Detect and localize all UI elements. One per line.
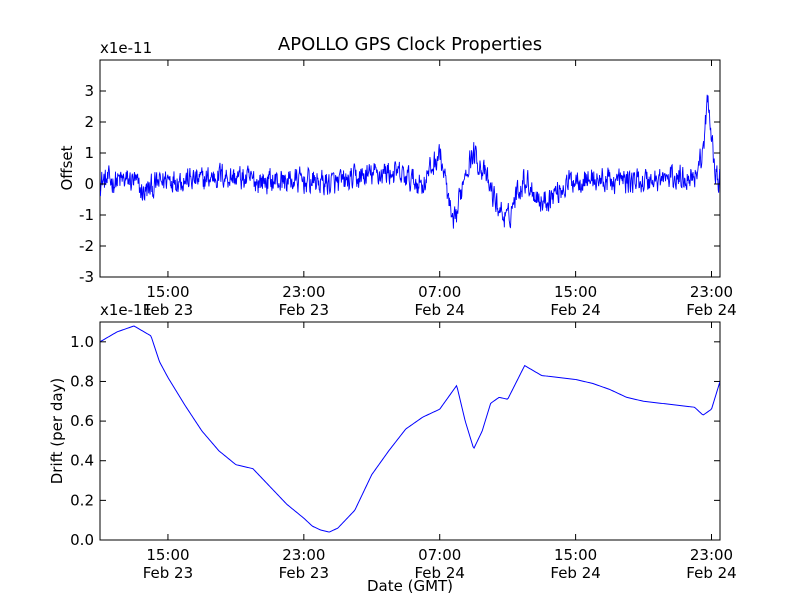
drift-xtick-date-label: Feb 24 [550, 564, 600, 582]
offset-ytick-label: 3 [84, 82, 94, 100]
drift-scale-label: x1e-11 [100, 301, 152, 319]
offset-xtick-date-label: Feb 23 [143, 301, 193, 319]
offset-ytick-label: 1 [84, 144, 94, 162]
drift-xtick-time-label: 23:00 [690, 546, 733, 564]
offset-xtick-time-label: 23:00 [690, 283, 733, 301]
drift-xtick-time-label: 23:00 [282, 546, 325, 564]
drift-ytick-label: 0.6 [70, 412, 94, 430]
drift-xtick-date-label: Feb 23 [143, 564, 193, 582]
offset-xtick-time-label: 15:00 [554, 283, 597, 301]
drift-ytick-label: 0.8 [70, 372, 94, 390]
drift-xtick-date-label: Feb 23 [279, 564, 329, 582]
drift-ytick-label: 1.0 [70, 333, 94, 351]
offset-ytick-label: -2 [79, 237, 94, 255]
drift-series-layer [100, 325, 720, 533]
offset-xtick-date-label: Feb 24 [550, 301, 600, 319]
drift-xtick-time-label: 15:00 [554, 546, 597, 564]
offset-xtick-time-label: 15:00 [146, 283, 189, 301]
offset-xtick-date-label: Feb 23 [279, 301, 329, 319]
offset-ytick-label: -1 [79, 206, 94, 224]
offset-xtick-time-label: 07:00 [418, 283, 461, 301]
offset-scale-label: x1e-11 [100, 39, 152, 57]
drift-xtick-time-label: 07:00 [418, 546, 461, 564]
drift-xtick-date-label: Feb 24 [686, 564, 736, 582]
drift-plot-frame [99, 321, 721, 541]
offset-series-layer [100, 94, 720, 229]
drift-y-axis-label: Drift (per day) [48, 378, 66, 485]
offset-series-line [100, 94, 720, 229]
drift-series-line [100, 325, 720, 533]
offset-ytick-label: 2 [84, 113, 94, 131]
x-axis-label: Date (GMT) [367, 577, 453, 595]
offset-xtick-time-label: 23:00 [282, 283, 325, 301]
drift-ytick-label: 0.0 [70, 531, 94, 549]
offset-plot-frame [99, 59, 721, 278]
chart-title: APOLLO GPS Clock Properties [278, 34, 542, 55]
offset-xtick-date-label: Feb 24 [415, 301, 465, 319]
offset-y-axis-label: Offset [58, 145, 76, 190]
offset-xtick-date-label: Feb 24 [686, 301, 736, 319]
drift-ytick-label: 0.4 [70, 452, 94, 470]
drift-ytick-label: 0.2 [70, 491, 94, 509]
offset-ytick-label: 0 [84, 175, 94, 193]
drift-xtick-date-label: Feb 24 [415, 564, 465, 582]
drift-xtick-time-label: 15:00 [146, 546, 189, 564]
offset-ytick-label: -3 [79, 268, 94, 286]
